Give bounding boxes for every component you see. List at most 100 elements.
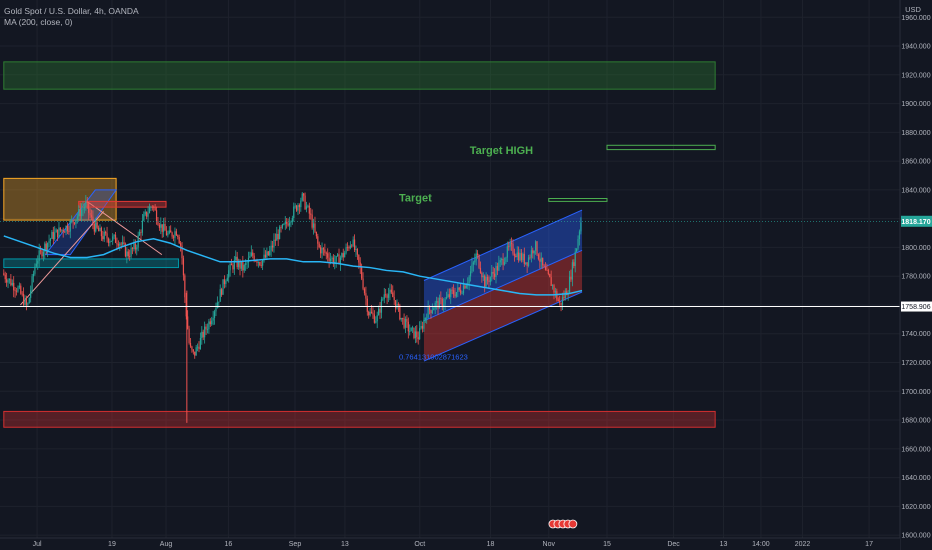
candle-body <box>151 206 153 208</box>
candle-body <box>386 295 388 298</box>
candle-body <box>7 280 9 283</box>
candle-body <box>533 250 535 254</box>
time-axis-panel <box>0 538 900 550</box>
candle-body <box>215 307 217 312</box>
candle-body <box>574 251 576 267</box>
candle-body <box>443 304 445 307</box>
candle-body <box>55 229 57 233</box>
candle-body <box>131 247 134 250</box>
candle-body <box>571 262 573 280</box>
candle-body <box>426 317 428 319</box>
candle-body <box>539 259 541 262</box>
candle-body <box>45 243 47 250</box>
overlay-layer: Target HIGH Target 0.764131002871623 <box>0 145 900 362</box>
candle-body <box>79 209 81 217</box>
candle-body <box>510 242 513 244</box>
y-tick-label: 1800.000 <box>901 245 930 252</box>
candle-body <box>246 262 248 264</box>
candle-body <box>182 258 185 276</box>
candle-body <box>573 262 575 267</box>
candle-body <box>23 293 25 305</box>
candle-body <box>126 251 128 257</box>
candle-body <box>209 321 211 325</box>
x-tick-label: Jul <box>33 541 42 548</box>
candle-body <box>198 346 200 350</box>
candle-body <box>462 285 465 294</box>
candle-body <box>444 298 446 305</box>
candle-body <box>543 265 545 267</box>
candle-body <box>93 223 95 232</box>
candle-body <box>472 262 474 265</box>
candle-body <box>106 233 108 239</box>
candle-body <box>424 317 426 320</box>
candle-body <box>310 213 312 215</box>
candle-body <box>375 321 377 323</box>
candle-body <box>48 240 50 244</box>
x-tick-label: 2022 <box>795 541 811 548</box>
candle-body <box>288 222 291 226</box>
candle-body <box>342 253 344 258</box>
candle-body <box>529 257 531 259</box>
channel-lower-line <box>423 291 583 362</box>
candle-body <box>218 301 220 303</box>
candle-body <box>527 257 530 266</box>
candle-body <box>222 279 224 295</box>
target-high-box <box>606 144 716 151</box>
last-price-label-bg <box>901 215 932 227</box>
candle-body <box>196 346 199 348</box>
candle-body <box>369 311 371 316</box>
y-tick-label: 1880.000 <box>901 130 930 137</box>
candle-body <box>76 216 78 220</box>
candle-body <box>157 221 159 226</box>
x-tick-label: Nov <box>543 541 556 548</box>
candle-body <box>266 251 268 258</box>
candle-body <box>38 250 40 261</box>
candle-body <box>249 256 251 258</box>
candle-body <box>402 317 404 319</box>
candle-body <box>430 310 432 314</box>
candle-body <box>39 250 42 252</box>
candle-body <box>468 276 470 284</box>
candle-body <box>212 317 214 321</box>
y-tick-label: 1620.000 <box>901 504 930 511</box>
candle-body <box>49 238 52 241</box>
candle-body <box>167 233 169 236</box>
candle-body <box>475 253 477 261</box>
candle-body <box>264 254 267 258</box>
candle-body <box>417 337 419 340</box>
candle-body <box>536 241 538 255</box>
candle-body <box>160 224 162 228</box>
price-axis-panel <box>900 0 932 550</box>
candle-body <box>411 327 414 329</box>
candle-body <box>229 263 231 271</box>
last-price-label: 1818.170 <box>901 219 930 226</box>
candle-body <box>515 255 517 258</box>
candle-body <box>390 289 392 293</box>
candle-body <box>291 217 293 222</box>
candle-body <box>260 265 262 266</box>
candle-body <box>544 266 547 270</box>
candle-body <box>505 257 507 263</box>
candle-body <box>327 253 329 258</box>
candle-body <box>305 206 308 210</box>
candle-body <box>286 221 288 224</box>
candle-body <box>332 257 334 264</box>
candle-body <box>133 243 135 250</box>
candle-body <box>270 245 272 251</box>
candle-body <box>335 255 337 262</box>
candle-body <box>576 248 578 252</box>
candle-body <box>44 243 46 252</box>
candle-body <box>172 236 175 238</box>
candle-body <box>363 288 366 294</box>
candle-body <box>105 231 107 234</box>
x-tick-label: 16 <box>225 541 233 548</box>
annotation-0: Target HIGH <box>470 145 533 157</box>
candle-body <box>263 254 265 260</box>
candle-body <box>155 210 158 222</box>
candle-body <box>242 261 244 271</box>
candle-body <box>445 296 448 299</box>
candle-body <box>441 298 443 307</box>
candle-body <box>387 293 390 298</box>
